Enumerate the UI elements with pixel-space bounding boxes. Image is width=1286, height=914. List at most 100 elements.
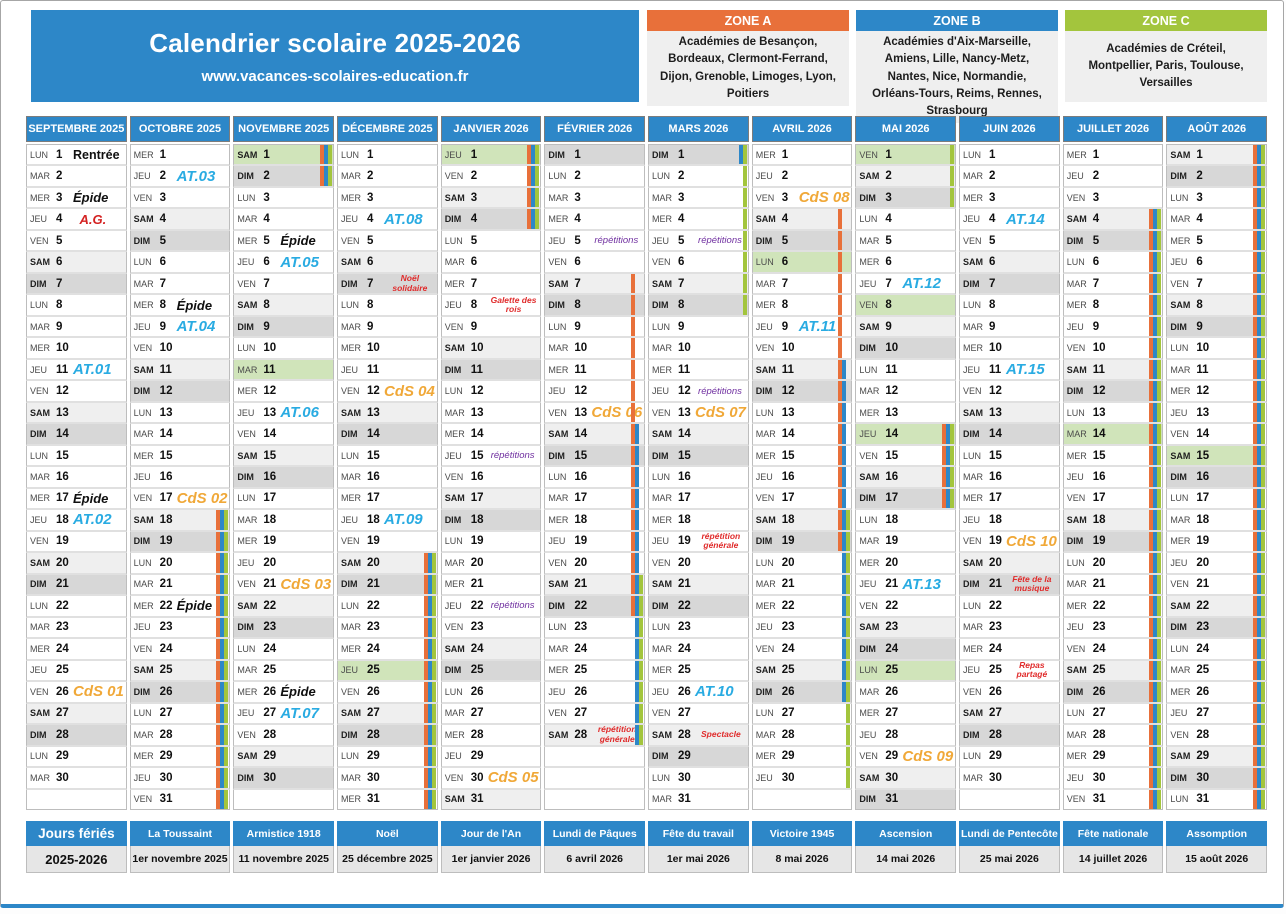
vacation-stripe-zone-c (431, 574, 436, 595)
day-number: 28 (263, 728, 277, 741)
weekday-label: LUN (341, 149, 360, 160)
vacation-stripe-zone-b (1257, 553, 1262, 573)
weekday-label: MAR (237, 214, 258, 225)
day-number: 30 (56, 771, 69, 784)
vacation-stripe-zone-c (431, 639, 436, 659)
day-number: 25 (1092, 664, 1106, 677)
weekday-label: VEN (963, 536, 982, 547)
vacation-stripe-zone-b (220, 639, 225, 659)
day-cell: SAM 28 Spectacle (648, 725, 749, 747)
day-number: 17 (885, 492, 899, 505)
day-cell: VEN 17 (751, 488, 853, 511)
vacation-stripe-zone-b (1257, 768, 1262, 788)
day-number: 4 (678, 213, 685, 226)
day-number: 30 (678, 771, 691, 784)
weekday-label: MER (237, 386, 258, 397)
day-number: 21 (1196, 578, 1210, 591)
day-number: 1 (781, 148, 789, 161)
vacation-stripe-zone-b (1153, 338, 1158, 358)
day-number: 16 (781, 471, 795, 483)
day-cell: MAR 2 (337, 166, 438, 188)
day-number: 27 (56, 707, 69, 720)
weekday-label: JEU (237, 407, 255, 418)
day-cell: DIM 26 (129, 682, 231, 704)
vacation-stripe-zone-b (1153, 682, 1158, 702)
vacation-stripe-zone-b (635, 574, 640, 595)
day-cell: VEN 31 (1062, 789, 1164, 811)
day-annotation: AT.12 (902, 275, 941, 293)
weekday-label: JEU (963, 214, 981, 225)
vacation-stripe-zone-c (328, 166, 333, 186)
day-number: 20 (989, 556, 1002, 569)
day-annotation: Épide (280, 684, 316, 700)
weekday-label: JEU (237, 557, 255, 568)
day-annotation: AT.15 (1006, 361, 1045, 379)
weekday-label: LUN (755, 407, 774, 418)
day-cell: VEN 13 CdS 07 (648, 402, 749, 425)
vacation-stripe-zone-a (1149, 295, 1154, 315)
vacation-stripe-zone-a (631, 381, 636, 401)
month-header: MARS 2026 (648, 116, 749, 142)
day-cell: JEU 4 AT.14 (959, 209, 1060, 231)
day-cell: LUN 22 (959, 596, 1060, 618)
vacation-stripe-zone-b (1153, 746, 1158, 767)
month-header: OCTOBRE 2025 (129, 116, 231, 142)
vacation-stripe-zone-b (324, 145, 329, 165)
site-url[interactable]: www.vacances-scolaires-education.fr (201, 67, 469, 85)
day-number: 5 (159, 234, 167, 247)
vacation-stripe-zone-a (527, 166, 532, 186)
day-number: 20 (263, 556, 277, 569)
vacation-stripe-zone-c (950, 166, 955, 186)
vacation-stripe-zone-a (423, 682, 428, 702)
day-cell: MER 29 (129, 746, 231, 769)
day-cell: LUN 8 (959, 295, 1060, 317)
vacation-stripe-zone-b (1257, 617, 1262, 638)
day-number: 10 (367, 342, 380, 355)
day-number: 16 (885, 471, 899, 483)
weekday-label: MER (1066, 751, 1087, 762)
day-number: 6 (263, 256, 270, 269)
vacation-stripe-zone-a (1149, 510, 1154, 530)
vacation-stripe-zone-c (224, 617, 229, 638)
day-cell: VEN 3 CdS 08 (751, 187, 853, 210)
month-header: JUILLET 2026 (1062, 116, 1164, 142)
weekday-label: VEN (30, 386, 49, 397)
weekday-label: VEN (341, 686, 360, 697)
day-number: 10 (678, 342, 691, 355)
weekday-label: DIM (133, 536, 151, 547)
day-cell: MER 22 Épide (129, 596, 231, 618)
weekday-label: SAM (963, 557, 984, 568)
vacation-stripe-zone-c (224, 596, 229, 616)
weekday-label: VEN (1170, 429, 1189, 440)
vacation-stripe-zone-b (1257, 273, 1262, 294)
holiday-name: Assomption (1166, 821, 1268, 846)
vacation-stripe-zone-a (1149, 359, 1154, 380)
vacation-stripe-zone-a (1149, 531, 1154, 552)
weekday-label: LUN (652, 622, 671, 633)
day-number: 27 (781, 707, 795, 720)
vacation-stripe-zone-a (1253, 209, 1258, 229)
day-number: 29 (470, 750, 484, 763)
day-cell: MAR 16 (337, 467, 438, 489)
day-cell: JEU 22 répétitions (440, 596, 542, 618)
day-cell: JEU 30 (1062, 768, 1164, 790)
weekday-label: LUN (1066, 708, 1085, 719)
day-number: 16 (678, 471, 691, 483)
vacation-stripe-zone-b (1257, 574, 1262, 595)
day-cell: VEN 27 (544, 703, 646, 726)
day-number: 27 (1092, 707, 1106, 720)
weekday-label: SAM (133, 514, 154, 525)
vacation-stripe-zone-b (427, 574, 432, 595)
day-number: 2 (367, 170, 374, 183)
day-cell: MAR 23 (337, 617, 438, 640)
day-cell: VEN 17 CdS 02 (129, 488, 231, 511)
vacation-stripe-zone-c (639, 660, 644, 681)
day-cell: LUN 5 (440, 230, 542, 253)
day-number: 3 (885, 191, 892, 204)
day-number: 3 (470, 191, 478, 204)
day-number: 28 (989, 728, 1002, 741)
vacation-stripe-zone-b (1153, 402, 1158, 423)
vacation-stripe-zone-c (1261, 488, 1266, 509)
weekday-label: LUN (548, 171, 567, 182)
day-cell: MER 10 (959, 338, 1060, 360)
